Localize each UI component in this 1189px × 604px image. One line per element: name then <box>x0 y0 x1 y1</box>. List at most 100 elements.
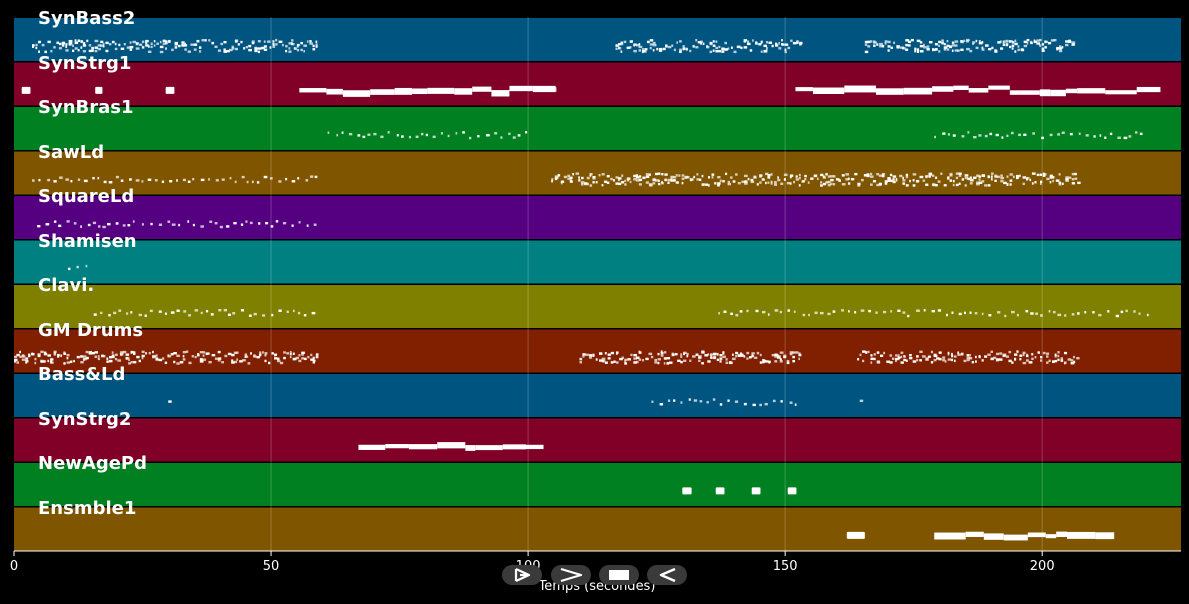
note <box>148 351 151 355</box>
note <box>716 353 719 356</box>
note <box>425 133 429 137</box>
note <box>648 352 653 356</box>
note <box>779 358 782 361</box>
note <box>768 360 771 364</box>
note <box>312 356 315 360</box>
note <box>38 50 40 53</box>
note <box>306 40 309 43</box>
note <box>667 178 672 182</box>
note <box>233 360 238 364</box>
note <box>710 353 714 356</box>
note <box>878 174 883 177</box>
note <box>1019 357 1022 361</box>
note <box>114 357 118 361</box>
note <box>135 179 140 182</box>
note <box>1064 314 1067 317</box>
note-segment <box>651 398 797 407</box>
note <box>158 358 163 362</box>
note <box>579 358 583 361</box>
note <box>845 173 850 176</box>
note <box>786 182 791 185</box>
note <box>919 50 924 53</box>
note <box>1067 531 1096 539</box>
note <box>704 183 709 186</box>
note <box>626 46 631 49</box>
note <box>606 181 610 185</box>
note <box>1046 352 1050 355</box>
note <box>554 175 559 178</box>
note <box>155 354 158 357</box>
note <box>192 223 195 227</box>
note <box>148 45 150 48</box>
note <box>300 41 303 45</box>
note <box>31 352 34 356</box>
note <box>119 353 124 356</box>
note <box>759 175 762 178</box>
note <box>682 45 685 48</box>
note <box>933 358 937 362</box>
note <box>1109 132 1113 136</box>
note <box>629 46 632 49</box>
note <box>1015 176 1019 180</box>
note <box>16 361 20 364</box>
note <box>876 183 880 187</box>
note <box>799 41 803 45</box>
note <box>502 444 527 450</box>
note <box>1084 311 1087 314</box>
note <box>778 47 782 50</box>
note <box>654 361 658 364</box>
note <box>900 351 904 354</box>
note <box>1014 42 1018 46</box>
note <box>303 314 307 317</box>
note <box>1107 310 1110 313</box>
note <box>892 178 895 181</box>
note <box>88 49 92 53</box>
note <box>136 355 140 359</box>
note <box>1041 136 1045 140</box>
note <box>1071 172 1075 176</box>
note <box>87 223 91 227</box>
note <box>47 359 50 363</box>
note <box>74 47 78 50</box>
note <box>88 352 93 355</box>
note <box>832 310 836 313</box>
note <box>56 41 60 44</box>
note <box>615 47 618 50</box>
note <box>263 45 267 48</box>
stop-button[interactable] <box>599 565 639 585</box>
note <box>221 361 224 364</box>
note <box>975 360 977 363</box>
play-button[interactable] <box>502 565 542 585</box>
note <box>69 360 73 363</box>
note <box>895 357 899 361</box>
note <box>887 49 890 52</box>
note <box>53 220 57 223</box>
note <box>830 178 834 182</box>
note <box>693 399 698 402</box>
note <box>932 48 936 52</box>
note <box>1050 39 1055 42</box>
note <box>947 358 952 361</box>
note <box>279 361 284 365</box>
note <box>680 355 683 358</box>
note <box>790 39 793 42</box>
note <box>598 174 601 177</box>
note <box>670 179 674 182</box>
note-segment <box>857 350 1080 365</box>
note <box>91 49 94 52</box>
note <box>870 175 874 178</box>
note <box>749 49 753 52</box>
note <box>1071 43 1075 46</box>
forward-button[interactable] <box>551 565 591 585</box>
note <box>1048 359 1051 362</box>
note <box>692 355 696 358</box>
note <box>746 42 751 46</box>
note <box>1012 175 1015 179</box>
note-segment <box>67 264 88 271</box>
note <box>681 177 685 181</box>
note <box>1020 48 1025 52</box>
note <box>717 175 721 179</box>
note <box>626 179 630 182</box>
back-button[interactable] <box>647 565 687 585</box>
note <box>91 47 94 50</box>
